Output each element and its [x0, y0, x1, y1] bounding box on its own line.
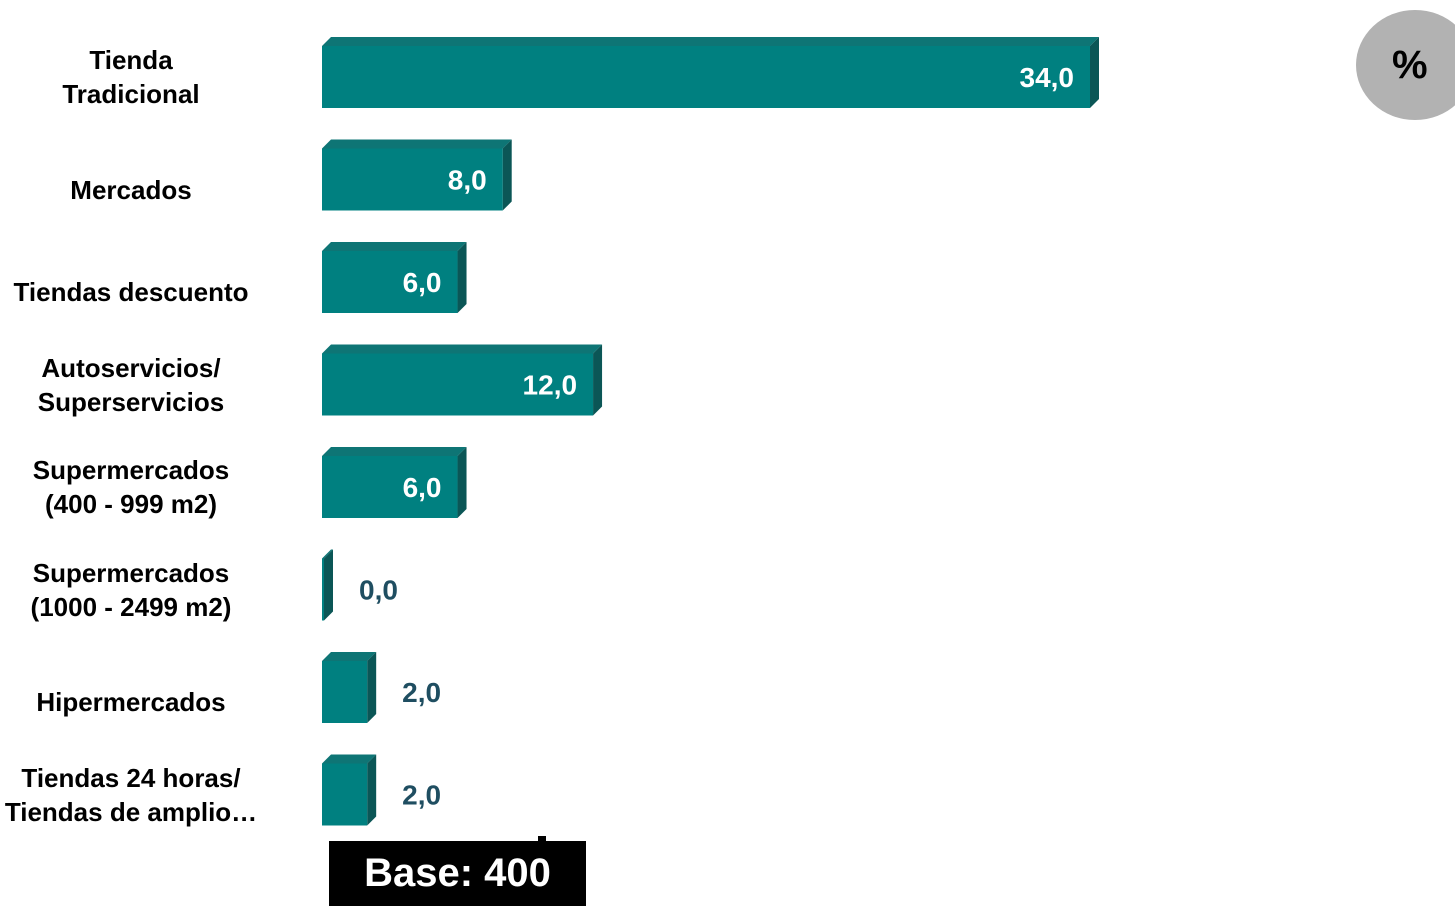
- bar-side-face: [1090, 37, 1099, 108]
- bar: [322, 251, 458, 313]
- base-label: Base: 400: [329, 841, 586, 906]
- data-label: 34,0: [1020, 62, 1075, 93]
- category-label: Tiendas descuento: [13, 277, 249, 307]
- bar-side-face: [593, 344, 603, 416]
- category-label: Tienda Tradicional: [62, 45, 200, 109]
- bar: [322, 558, 324, 621]
- data-label: 6,0: [403, 472, 442, 503]
- bar-top-face: [322, 242, 467, 251]
- bar-top-face: [322, 549, 333, 559]
- bar: [322, 763, 368, 826]
- data-label: 8,0: [448, 165, 487, 196]
- bar-top-face: [322, 37, 1099, 46]
- bar-top-face: [322, 754, 377, 764]
- bar: [322, 148, 503, 211]
- bar-side-face: [457, 447, 467, 518]
- bar-side-face: [324, 549, 333, 621]
- data-label: 6,0: [403, 267, 442, 298]
- category-label: Mercados: [70, 174, 192, 205]
- category-label: Tiendas 24 horas/ Tiendas de amplio…: [4, 762, 258, 827]
- data-label: 2,0: [402, 677, 441, 708]
- bar-side-face: [457, 242, 467, 313]
- category-label: Supermercados (1000 - 2499 m2): [30, 557, 232, 622]
- base-box-notch: [538, 836, 546, 842]
- bar-top-face: [322, 652, 377, 661]
- data-label: 0,0: [359, 575, 398, 606]
- bar-top-face: [322, 344, 603, 354]
- bar-side-face: [367, 652, 377, 723]
- category-label: Autoservicios/ Superservicios: [37, 352, 225, 417]
- category-label: Supermercados (400 - 999 m2): [32, 455, 230, 519]
- bar-top-face: [322, 139, 512, 149]
- bar-top-face: [322, 447, 467, 456]
- data-label: 12,0: [523, 370, 578, 401]
- bar-side-face: [502, 139, 512, 211]
- bar: [322, 353, 594, 416]
- bar: [322, 456, 458, 518]
- bar-side-face: [367, 754, 377, 826]
- unit-badge: %: [1356, 10, 1455, 120]
- bar: [322, 46, 1090, 108]
- data-label: 2,0: [402, 780, 441, 811]
- bar: [322, 661, 368, 723]
- category-label: Hipermercados: [36, 687, 226, 717]
